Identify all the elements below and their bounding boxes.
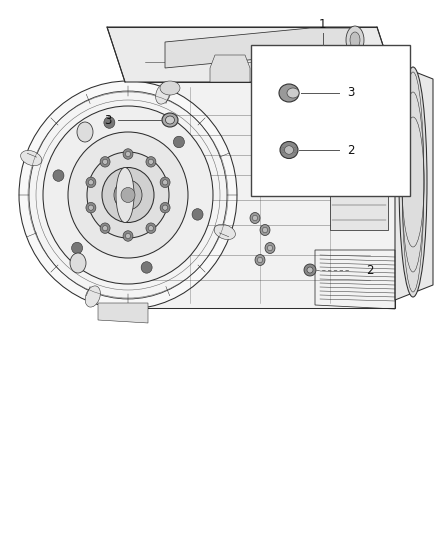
Ellipse shape [114,180,142,210]
Ellipse shape [102,167,154,222]
Ellipse shape [29,91,227,299]
Ellipse shape [71,243,83,254]
Ellipse shape [141,262,152,273]
Ellipse shape [160,203,170,213]
Ellipse shape [399,67,427,297]
Ellipse shape [162,180,168,185]
Ellipse shape [104,117,115,128]
Ellipse shape [116,167,134,222]
Ellipse shape [85,286,100,307]
Ellipse shape [102,225,108,231]
Ellipse shape [100,157,110,167]
Ellipse shape [307,267,313,273]
Ellipse shape [280,141,298,158]
Polygon shape [395,64,433,300]
Ellipse shape [19,81,237,309]
Ellipse shape [252,215,258,221]
Ellipse shape [162,205,168,211]
Ellipse shape [86,177,96,188]
Ellipse shape [121,188,135,203]
Ellipse shape [258,257,262,263]
Ellipse shape [268,245,272,251]
Text: 2: 2 [347,143,355,157]
Ellipse shape [21,150,42,166]
Ellipse shape [287,88,299,98]
Text: 1: 1 [319,19,326,31]
Ellipse shape [87,152,169,238]
Ellipse shape [148,159,153,164]
Ellipse shape [53,170,64,181]
Polygon shape [125,82,395,308]
Ellipse shape [346,26,364,54]
Ellipse shape [88,205,93,211]
Ellipse shape [192,208,203,220]
Polygon shape [251,45,410,196]
Ellipse shape [102,159,108,164]
Polygon shape [165,28,355,68]
Text: 3: 3 [104,114,112,126]
Ellipse shape [68,132,188,258]
Ellipse shape [123,231,133,241]
Polygon shape [98,303,148,323]
Ellipse shape [260,224,270,236]
Polygon shape [107,27,395,82]
Ellipse shape [162,113,178,127]
Ellipse shape [160,177,170,188]
Ellipse shape [88,180,93,185]
Ellipse shape [77,122,93,142]
Ellipse shape [155,83,171,104]
Ellipse shape [126,233,131,239]
Ellipse shape [70,253,86,273]
Ellipse shape [123,149,133,159]
Text: 3: 3 [347,86,355,100]
Ellipse shape [265,243,275,254]
Ellipse shape [160,81,180,95]
Ellipse shape [173,136,184,148]
Ellipse shape [86,203,96,213]
Ellipse shape [148,225,153,231]
Ellipse shape [304,264,316,276]
Ellipse shape [350,32,360,48]
Ellipse shape [100,223,110,233]
Ellipse shape [262,227,268,233]
Polygon shape [330,175,388,230]
Ellipse shape [146,157,156,167]
Ellipse shape [285,146,293,154]
Ellipse shape [214,224,235,239]
Ellipse shape [255,254,265,265]
Ellipse shape [146,223,156,233]
Ellipse shape [126,151,131,157]
Text: 2: 2 [366,263,374,277]
Ellipse shape [279,84,299,102]
Polygon shape [210,55,250,82]
Ellipse shape [250,213,260,223]
Ellipse shape [166,116,174,124]
Ellipse shape [43,106,213,284]
